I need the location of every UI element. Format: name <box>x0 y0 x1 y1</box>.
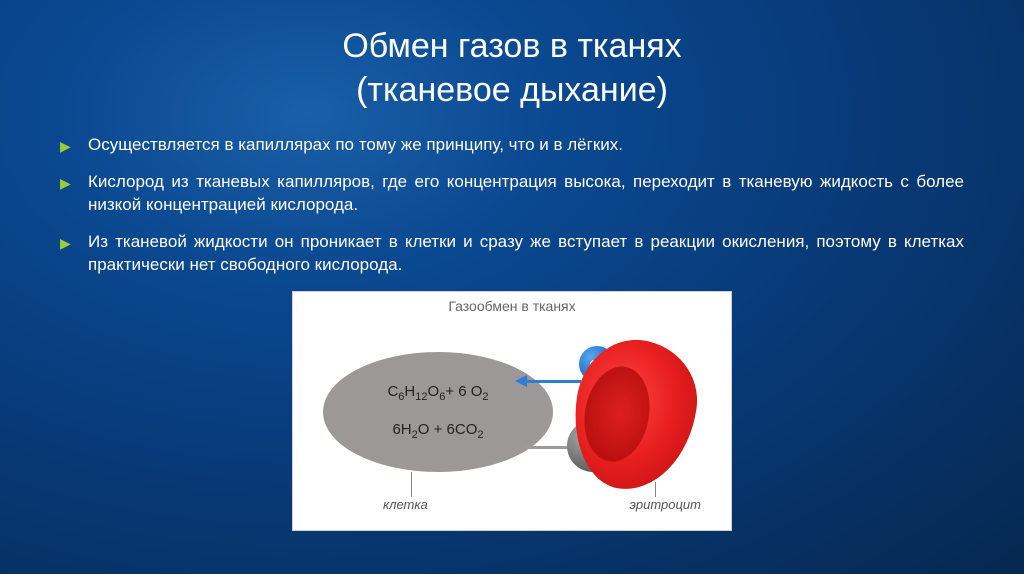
cell-shape: C6H12O6+ 6 O2 6H2O + 6CO2 <box>323 352 553 472</box>
arrow-head-icon <box>515 375 527 387</box>
rbc-label: эритроцит <box>630 497 702 512</box>
bullet-item: Осуществляется в капиллярах по тому же п… <box>60 134 964 157</box>
arrow-co2-out <box>523 446 571 449</box>
cell-label: клетка <box>383 497 428 512</box>
title-line-1: Обмен газов в тканях <box>342 27 681 65</box>
arrow-o2-in <box>525 380 581 383</box>
formula-oxidation: C6H12O6+ 6 O2 <box>387 383 488 403</box>
formula-products: 6H2O + 6CO2 <box>392 421 483 441</box>
cell-label-leader <box>411 472 412 497</box>
erythrocyte <box>575 340 695 490</box>
slide: Обмен газов в тканях (тканевое дыхание) … <box>0 0 1024 551</box>
bullet-item: Кислород из тканевых капилляров, где его… <box>60 171 964 217</box>
bullet-list: Осуществляется в капиллярах по тому же п… <box>60 134 964 277</box>
slide-title: Обмен газов в тканях (тканевое дыхание) <box>60 24 964 112</box>
title-line-2: (тканевое дыхание) <box>356 71 668 109</box>
diagram-container: Газообмен в тканях C6H12O6+ 6 O2 6H2O + … <box>60 291 964 531</box>
gas-exchange-diagram: Газообмен в тканях C6H12O6+ 6 O2 6H2O + … <box>292 291 732 531</box>
diagram-title: Газообмен в тканях <box>293 298 731 314</box>
rbc-label-leader <box>655 482 656 497</box>
bullet-item: Из тканевой жидкости он проникает в клет… <box>60 231 964 277</box>
